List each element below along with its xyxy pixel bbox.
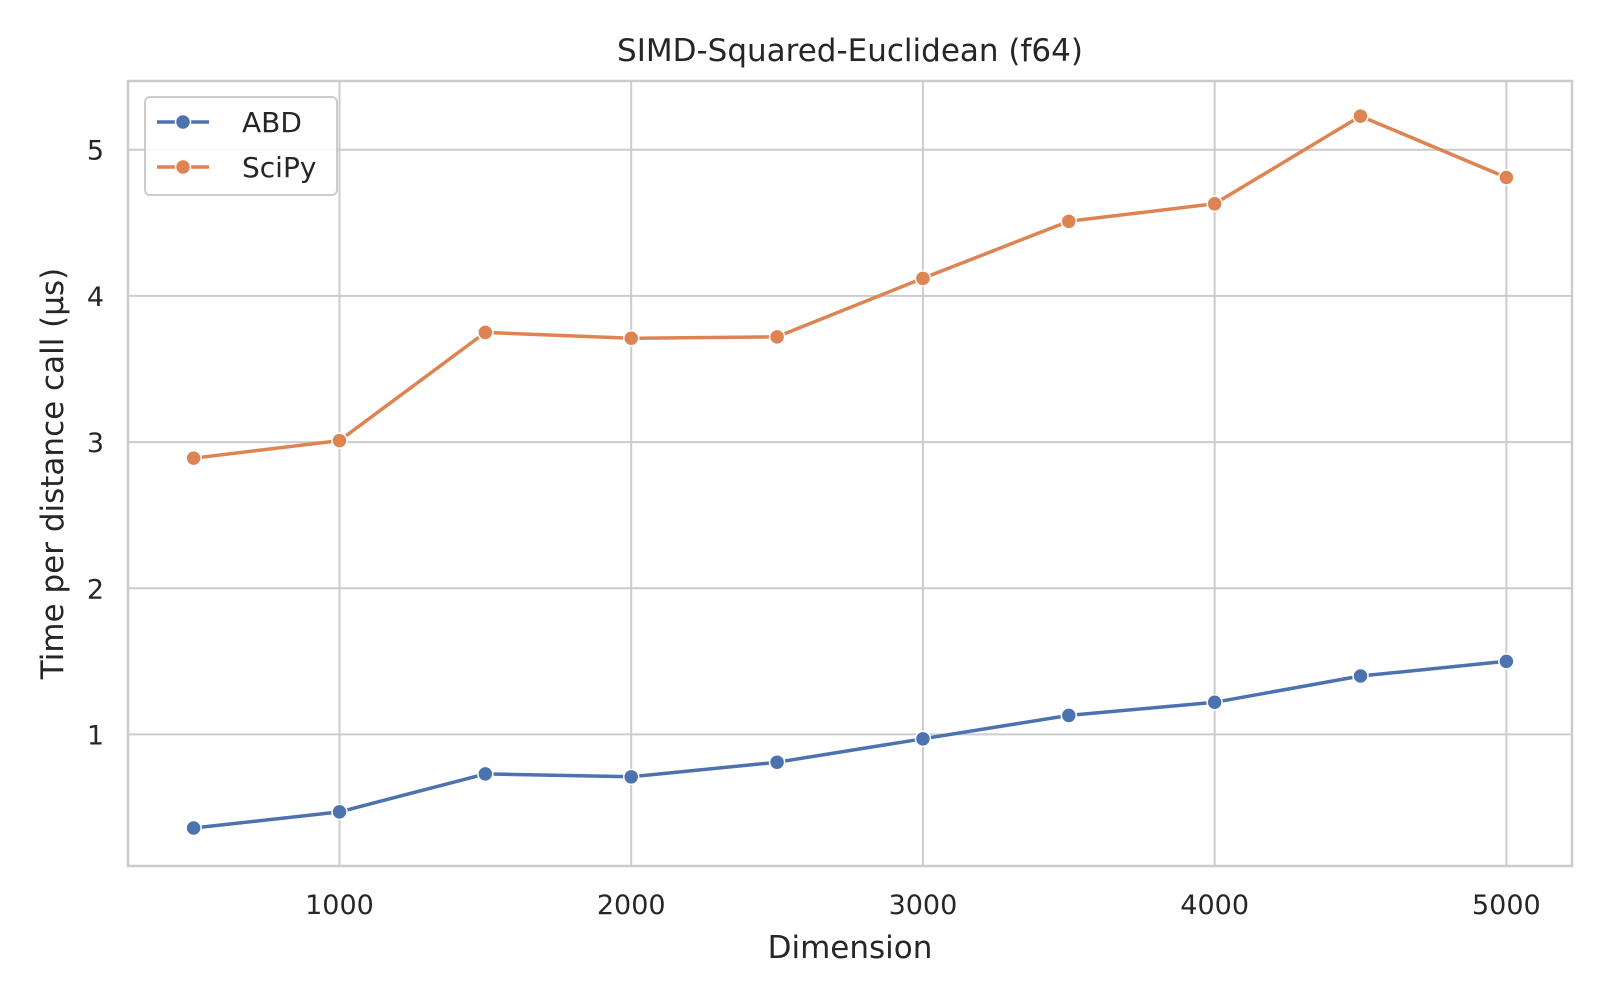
data-point-abd: [1206, 694, 1223, 711]
data-point-abd: [331, 803, 348, 821]
data-point-abd: [622, 768, 640, 786]
data-point-scipy: [1352, 107, 1369, 125]
data-point-abd: [1352, 667, 1369, 685]
series-line-scipy: [191, 114, 1509, 460]
legend-marker: [174, 113, 192, 131]
data-point-scipy: [331, 432, 348, 449]
data-point-scipy: [477, 324, 494, 341]
chart-title: SIMD-Squared-Euclidean (f64): [617, 33, 1083, 69]
data-point-scipy: [1498, 169, 1515, 186]
y-tick-labels: 1 2 3 4 5: [87, 136, 104, 752]
plot-frame: [126, 79, 1574, 868]
data-point-abd: [914, 730, 932, 748]
x-tick-label: 5000: [1472, 890, 1541, 921]
x-tick-label: 3000: [889, 890, 958, 921]
legend-label: ABD: [242, 106, 302, 139]
x-tick-labels: 1000 2000 3000 4000 5000: [305, 890, 1541, 921]
y-tick-label: 2: [87, 574, 104, 605]
y-axis-label: Time per distance call (µs): [35, 268, 71, 680]
x-axis-label: Dimension: [768, 930, 933, 966]
data-point-scipy: [914, 270, 932, 287]
series-abd: [185, 653, 1515, 837]
legend: ABD SciPy: [144, 96, 338, 196]
data-point-abd: [185, 819, 202, 837]
legend-item-abd: ABD: [157, 106, 302, 139]
series-layer: [185, 107, 1515, 837]
data-point-scipy: [1060, 213, 1078, 230]
data-point-scipy: [185, 449, 202, 467]
x-gridlines: [338, 81, 1508, 866]
data-point-abd: [1498, 653, 1515, 670]
data-point-scipy: [622, 330, 640, 347]
y-gridlines: [128, 148, 1572, 736]
y-tick-label: 3: [87, 428, 104, 459]
y-tick-label: 4: [87, 282, 104, 313]
data-point-abd: [1060, 707, 1078, 724]
data-point-scipy: [768, 328, 786, 346]
data-point-abd: [768, 753, 786, 771]
data-point-scipy: [1206, 195, 1223, 213]
series-line-abd: [191, 659, 1509, 830]
series-scipy: [185, 107, 1515, 467]
x-tick-label: 1000: [305, 890, 374, 921]
legend-label: SciPy: [242, 151, 316, 184]
x-tick-label: 2000: [597, 890, 666, 921]
data-point-abd: [477, 765, 494, 783]
x-tick-label: 4000: [1180, 890, 1249, 921]
y-tick-label: 1: [87, 720, 104, 751]
y-tick-label: 5: [87, 136, 104, 167]
legend-item-scipy: SciPy: [157, 151, 316, 184]
legend-marker: [174, 158, 192, 176]
